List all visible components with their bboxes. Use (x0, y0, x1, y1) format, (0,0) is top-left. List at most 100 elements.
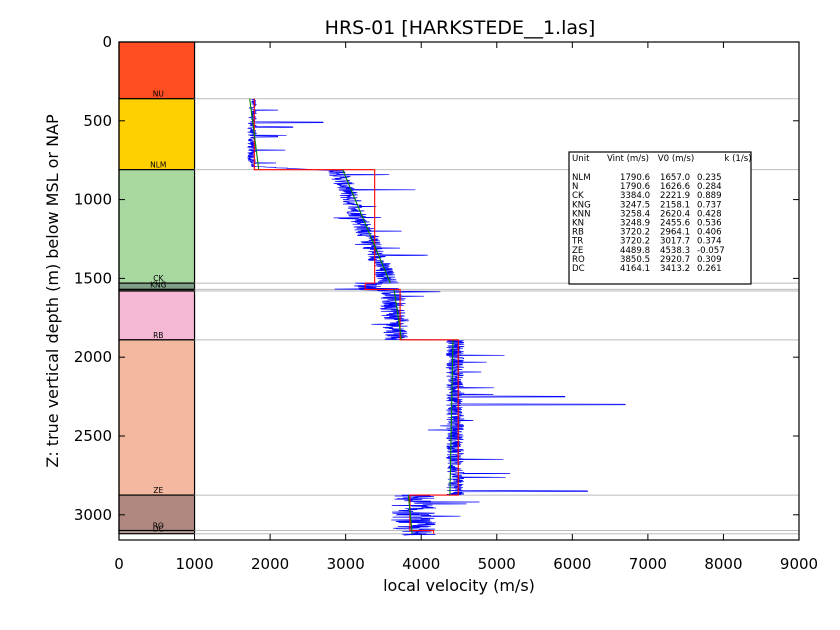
table-cell: KNG (572, 200, 591, 210)
table-cell: 0.261 (697, 264, 722, 274)
table-header-cell: V0 (m/s) (658, 154, 695, 164)
linear-fit-segment-1 (249, 98, 260, 170)
interval-velocity-line (253, 98, 459, 534)
table-cell: RB (572, 228, 584, 238)
table-row: N 1790.6 1626.6 0.284 (572, 182, 722, 192)
x-tick-label: 8000 (704, 555, 742, 573)
table-cell: 0.235 (697, 173, 722, 183)
table-header-cell: Vint (m/s) (607, 154, 649, 164)
table-cell: 0.374 (697, 237, 722, 247)
table-cell: N (572, 182, 578, 192)
strat-unit-nlm (118, 98, 196, 171)
table-cell: 0.889 (697, 191, 722, 201)
table-row: DC 4164.1 3413.2 0.261 (572, 264, 722, 274)
y-tick-label: 500 (83, 112, 112, 130)
table-row: NLM 1790.6 1657.0 0.235 (572, 173, 722, 183)
table-cell: 2455.6 (660, 219, 690, 229)
y-tick-label: 3000 (74, 506, 112, 524)
table-cell: 0.284 (697, 182, 722, 192)
table-cell: 0.737 (697, 200, 722, 210)
strat-label-nlm: NLM (150, 161, 166, 170)
strat-label-ro: RO (153, 522, 164, 531)
table-cell: RO (572, 255, 585, 265)
table-cell: 3017.7 (660, 237, 690, 247)
table-cell: 3247.5 (620, 200, 650, 210)
strat-unit-rb (118, 290, 196, 341)
table-cell: 2920.7 (660, 255, 690, 265)
table-cell: 2221.9 (660, 191, 690, 201)
table-cell: 1626.6 (660, 182, 690, 192)
table-cell: 3248.9 (620, 219, 650, 229)
plot-frame (118, 41, 800, 541)
stratigraphy-column (118, 41, 196, 535)
table-cell: 4538.3 (660, 246, 690, 256)
strat-unit-ck (118, 169, 196, 284)
linear-fit-segment-4 (449, 339, 454, 496)
table-row: CK 3384.0 2221.9 0.889 (572, 191, 722, 201)
x-axis-title: local velocity (m/s) (383, 576, 535, 595)
linear-fit-segment-2 (342, 169, 391, 284)
table-cell: -0.057 (697, 246, 725, 256)
table-cell: 2158.1 (660, 200, 690, 210)
table-cell: NLM (572, 173, 591, 183)
table-cell: 1657.0 (660, 173, 690, 183)
table-cell: ZE (572, 246, 583, 256)
velocity-table: Unit Vint (m/s) V0 (m/s) k (1/s) NLM 1790.6 16… (568, 151, 752, 285)
linear-fit-segment-3 (393, 289, 403, 340)
table-cell: KN (572, 219, 584, 229)
table-row: TR 3720.2 3017.7 0.374 (571, 237, 722, 247)
formation-boundaries (194, 98, 799, 535)
y-axis-title: Z: true vertical depth (m) below MSL or … (43, 114, 62, 468)
x-tick-label: 0 (114, 555, 124, 573)
x-tick-label: 3000 (327, 555, 365, 573)
y-tick-label: 0 (102, 33, 112, 51)
table-row: KN 3248.9 2455.6 0.536 (572, 219, 722, 229)
table-cell: 4164.1 (620, 264, 650, 274)
table-cell: 3850.5 (620, 255, 650, 265)
x-tick-label: 4000 (402, 555, 440, 573)
x-tick-label: 2000 (251, 555, 289, 573)
table-header-cell: Unit (572, 154, 590, 164)
table-cell: 1790.6 (620, 182, 650, 192)
table-row: RB 3720.2 2964.1 0.406 (572, 228, 722, 238)
strat-unit-ze (118, 339, 196, 496)
x-tick-label: 1000 (175, 555, 213, 573)
table-row: KNN 3258.4 2620.4 0.428 (572, 209, 722, 219)
table-cell: 3384.0 (620, 191, 650, 201)
table-cell: 2620.4 (660, 209, 690, 219)
chart-title: HRS-01 [HARKSTEDE__1.las] (325, 17, 596, 39)
table-cell: 0.536 (697, 219, 722, 229)
table-cell: 4489.8 (620, 246, 650, 256)
interval-velocity-series (253, 98, 459, 534)
strat-label-dc: DC (153, 525, 164, 534)
table-cell: 0.428 (697, 209, 722, 219)
velocity-table-header: Unit Vint (m/s) V0 (m/s) k (1/s) (572, 154, 752, 164)
table-cell: 3720.2 (620, 228, 650, 238)
strat-label-ze: ZE (153, 486, 163, 495)
strat-label-rb: RB (153, 331, 163, 340)
axes: 0 1000 2000 3000 4000 5000 6000 7000 8000 9000 0 50… (74, 33, 818, 573)
table-cell: 2964.1 (660, 228, 690, 238)
strat-unit-nu (118, 41, 196, 100)
x-tick-label: 6000 (553, 555, 591, 573)
x-tick-label: 7000 (629, 555, 667, 573)
table-cell: 3413.2 (660, 264, 690, 274)
table-header-cell: k (1/s) (724, 154, 751, 164)
table-cell: KNN (572, 209, 591, 219)
linear-fit-segment-5 (407, 495, 413, 534)
table-row: RO 3850.5 2920.7 0.309 (572, 255, 722, 265)
y-tick-label: 2000 (74, 348, 112, 366)
strat-label-nu: NU (153, 90, 164, 99)
table-cell: 1790.6 (620, 173, 650, 183)
table-cell: 0.406 (697, 228, 722, 238)
y-tick-label: 2500 (74, 427, 112, 445)
y-tick-label: 1000 (74, 191, 112, 209)
table-row: ZE 4489.8 4538.3 -0.057 (572, 246, 725, 256)
table-cell: 0.309 (697, 255, 722, 265)
table-cell: CK (572, 191, 584, 201)
strat-label-ck: CK (153, 274, 164, 283)
table-cell: TR (571, 237, 583, 247)
table-cell: 3258.4 (620, 209, 650, 219)
